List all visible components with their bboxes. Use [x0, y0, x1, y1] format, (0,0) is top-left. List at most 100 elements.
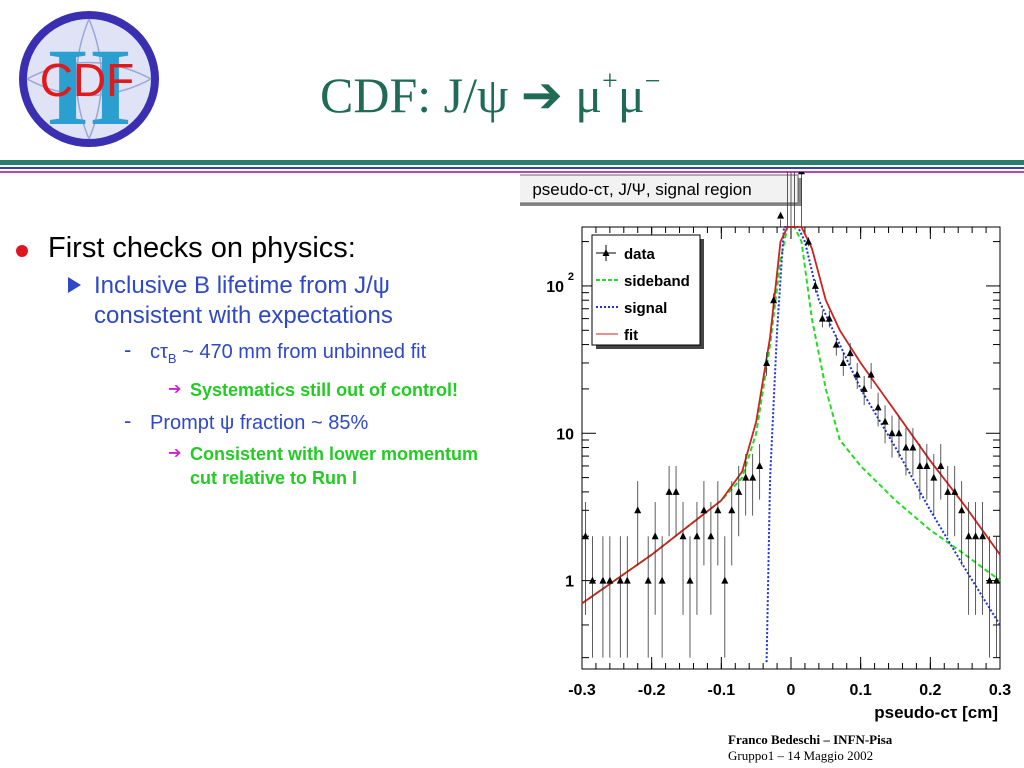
data-point — [777, 211, 785, 219]
bullet-list: First checks on physics: Inclusive B lif… — [12, 232, 502, 490]
data-point — [728, 506, 736, 514]
axis-ticks: -0.3-0.2-0.100.10.20.3103102101 — [546, 227, 1011, 699]
data-point — [686, 576, 694, 584]
data-point — [867, 370, 875, 378]
title-mu2: μ — [617, 67, 645, 123]
data-point — [986, 576, 994, 584]
data-point — [839, 358, 847, 366]
data-point — [832, 340, 840, 348]
arrow-bullet-icon: ➔ — [168, 381, 182, 398]
data-point — [825, 314, 833, 322]
title-rule-green — [0, 160, 1024, 165]
logo-text: CDF — [40, 54, 135, 106]
title-arrow-icon: ➔ — [520, 67, 563, 123]
bullet-l4b-text: Consistent with lower momentum cut relat… — [190, 444, 479, 488]
data-point — [846, 349, 854, 357]
dash-bullet-icon: - — [124, 408, 132, 433]
data-point — [853, 370, 861, 378]
series-line-signal — [765, 226, 1001, 663]
bullet-level1: First checks on physics: — [12, 232, 502, 265]
data-point — [644, 576, 652, 584]
x-tick-label: -0.2 — [638, 682, 666, 699]
data-point — [888, 429, 896, 437]
title-rule-magenta — [0, 171, 1024, 173]
data-point — [665, 487, 673, 495]
cdf-logo: II CDF — [19, 11, 159, 148]
data-point — [818, 314, 826, 322]
data-point — [634, 506, 642, 514]
data-point — [979, 532, 987, 540]
legend-label-signal: signal — [624, 300, 667, 317]
x-axis-label: pseudo-cτ [cm] — [874, 703, 998, 722]
ctau-chart: pseudo-cτ, J/Ψ, signal region -0.3 -0.2 -0… — [520, 172, 1011, 722]
data-point — [679, 532, 687, 540]
bullet-dot-icon — [16, 245, 28, 257]
bullet-level2: Inclusive B lifetime from J/ψ consistent… — [12, 271, 502, 331]
triangle-bullet-icon — [68, 277, 81, 293]
data-point — [895, 429, 903, 437]
title-prefix: CDF: J/ψ — [320, 67, 521, 123]
logo-numeral: II — [46, 26, 132, 148]
footer-author: Franco Bedeschi – INFN-Pisa — [728, 732, 893, 747]
bullet-l2-text: Inclusive B lifetime from J/ψ consistent… — [94, 272, 393, 329]
data-point — [951, 487, 959, 495]
bullet-l4a-text: Systematics still out of control! — [190, 380, 459, 400]
data-point — [916, 461, 924, 469]
y-tick-label: 1 — [565, 574, 574, 591]
data-point — [811, 281, 819, 289]
data-point — [930, 473, 938, 481]
data-point — [672, 487, 680, 495]
data-point — [707, 532, 715, 540]
y-tick-exponent: 2 — [568, 271, 574, 283]
data-point — [581, 532, 589, 540]
data-point — [797, 172, 805, 175]
data-point — [700, 506, 708, 514]
data-point — [902, 443, 910, 451]
data-point — [770, 296, 778, 304]
bullet-level4-systematics: ➔ Systematics still out of control! — [12, 378, 502, 402]
dash-bullet-icon: - — [124, 337, 132, 362]
footer: Franco Bedeschi – INFN-Pisa Gruppo1 – 14… — [728, 732, 892, 764]
title-sup2: − — [644, 66, 661, 97]
data-point — [972, 532, 980, 540]
data-point — [923, 461, 931, 469]
bullet-l3b-text: Prompt ψ fraction ~ 85% — [150, 412, 369, 434]
data-point — [623, 576, 631, 584]
data-point — [588, 576, 596, 584]
x-tick-label: -0.1 — [708, 682, 736, 699]
legend-label-fit: fit — [624, 327, 638, 344]
chart-title-box: pseudo-cτ, J/Ψ, signal region — [520, 174, 802, 206]
legend-label-sideband: sideband — [624, 273, 690, 290]
chart-title: pseudo-cτ, J/Ψ, signal region — [532, 180, 751, 199]
data-point — [742, 473, 750, 481]
data-point — [763, 358, 771, 366]
data-point — [693, 532, 701, 540]
data-point — [714, 506, 722, 514]
y-tick-label: 10 — [556, 426, 574, 443]
bullet-level3-prompt: - Prompt ψ fraction ~ 85% — [12, 408, 502, 436]
data-point — [874, 403, 882, 411]
legend-swatch-data — [602, 249, 610, 256]
x-tick-label: -0.3 — [568, 682, 596, 699]
data-point — [599, 576, 607, 584]
data-point — [881, 417, 889, 425]
data-point — [616, 576, 624, 584]
data-point — [958, 506, 966, 514]
y-tick-label: 10 — [546, 279, 564, 296]
legend-label-data: data — [624, 246, 656, 263]
data-point — [965, 532, 973, 540]
data-point — [909, 443, 917, 451]
ctau-rest: ~ 470 mm from unbinned fit — [176, 341, 427, 363]
data-point — [658, 576, 666, 584]
ctau-tau: τ — [160, 341, 168, 363]
data-point — [993, 576, 1001, 584]
title-mu1: μ — [562, 67, 603, 123]
ctau-sub: B — [167, 351, 177, 366]
data-point — [944, 487, 952, 495]
bullet-l1-text: First checks on physics: — [48, 232, 356, 264]
data-point — [606, 576, 614, 584]
x-tick-label: 0.3 — [989, 682, 1011, 699]
data-point — [651, 532, 659, 540]
data-point — [735, 487, 743, 495]
x-tick-label: 0.1 — [850, 682, 872, 699]
